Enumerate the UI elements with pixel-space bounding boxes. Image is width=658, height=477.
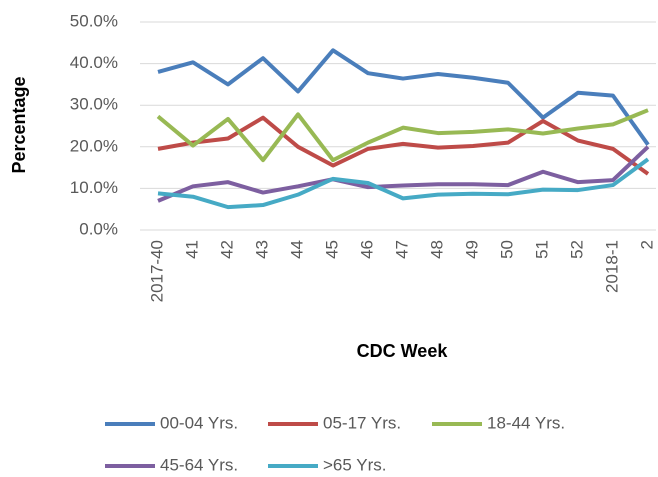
x-tick-label: 48 (427, 240, 446, 259)
y-tick-label: 10.0% (70, 178, 118, 197)
y-tick-label: 30.0% (70, 95, 118, 114)
y-tick-label: 50.0% (70, 11, 118, 30)
legend-label: 45-64 Yrs. (160, 455, 238, 474)
x-tick-label: 41 (182, 240, 201, 259)
x-tick-label: 49 (462, 240, 481, 259)
x-axis-label: CDC Week (357, 341, 449, 361)
y-axis-label: Percentage (9, 76, 29, 173)
legend-label: 05-17 Yrs. (323, 413, 401, 432)
series-line (157, 48, 650, 146)
x-tick-label: 50 (497, 240, 516, 259)
series-line (156, 108, 649, 163)
x-tick-label: 2 (637, 240, 656, 249)
legend-label: 18-44 Yrs. (487, 413, 565, 432)
legend-label: 00-04 Yrs. (160, 413, 238, 432)
x-tick-label: 46 (357, 240, 376, 259)
x-tick-label: 45 (322, 240, 341, 259)
y-tick-label: 20.0% (70, 136, 118, 155)
series-line (157, 157, 650, 210)
x-tick-label: 47 (392, 240, 411, 259)
y-tick-label: 0.0% (79, 219, 118, 238)
x-tick-label: 44 (287, 240, 306, 259)
x-tick-label: 51 (532, 240, 551, 259)
x-tick-label: 52 (567, 240, 586, 259)
x-tick-label: 2018-1 (602, 240, 621, 293)
x-tick-label: 43 (252, 240, 271, 259)
legend-label: >65 Yrs. (323, 455, 386, 474)
x-tick-label: 2017-40 (147, 240, 166, 302)
y-tick-label: 40.0% (70, 53, 118, 72)
series-line (157, 145, 650, 203)
x-tick-label: 42 (217, 240, 236, 259)
